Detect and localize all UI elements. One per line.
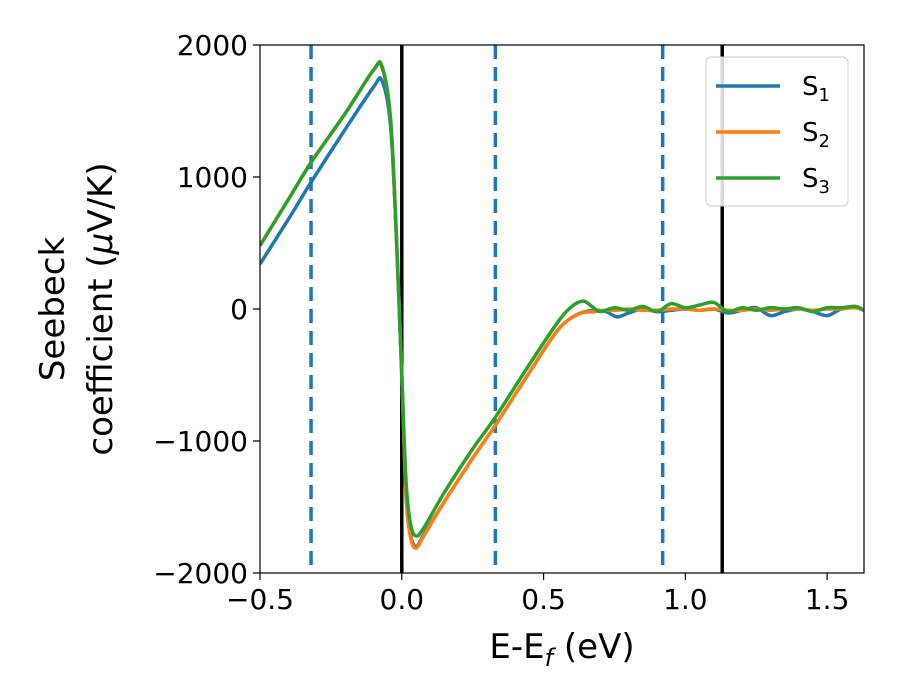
x-tick-label: −0.5 xyxy=(226,583,294,616)
y-axis-ticks: −2000 −1000 0 1000 2000 xyxy=(153,29,260,590)
y-tick-label: −2000 xyxy=(153,557,248,590)
legend: S1 S2 S3 xyxy=(705,56,849,207)
x-tick-label: 1.0 xyxy=(663,583,708,616)
series-layer xyxy=(260,60,864,550)
legend-label-s2: S2 xyxy=(802,118,830,152)
legend-label-s3: S3 xyxy=(802,164,830,198)
x-axis-label: E-Ef (eV) xyxy=(489,627,634,672)
x-axis-ticks: −0.5 0.0 0.5 1.0 1.5 xyxy=(226,573,849,616)
y-tick-label: 0 xyxy=(230,293,248,326)
legend-label-s1: S1 xyxy=(802,72,830,106)
series-line-s3 xyxy=(260,60,864,538)
y-tick-label: −1000 xyxy=(153,425,248,458)
y-axis-label-line2: coefficient (μV/K) xyxy=(81,162,121,455)
y-axis-label-line1: Seebeck xyxy=(33,237,73,382)
x-tick-label: 0.0 xyxy=(380,583,425,616)
x-tick-label: 1.5 xyxy=(805,583,850,616)
y-tick-label: 2000 xyxy=(177,29,248,62)
y-tick-label: 1000 xyxy=(177,161,248,194)
x-tick-label: 0.5 xyxy=(521,583,566,616)
y-axis-label: Seebeck coefficient (μV/K) xyxy=(33,162,121,455)
